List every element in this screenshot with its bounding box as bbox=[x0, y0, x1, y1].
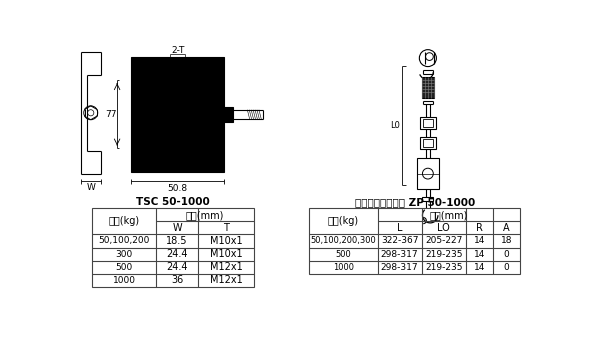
Text: 0: 0 bbox=[504, 263, 509, 272]
Text: M10x1: M10x1 bbox=[210, 236, 243, 246]
Text: 50,100,200,300: 50,100,200,300 bbox=[311, 236, 376, 246]
Text: 1000: 1000 bbox=[113, 276, 135, 285]
Text: 14: 14 bbox=[474, 263, 485, 272]
Text: A: A bbox=[503, 223, 510, 233]
Text: 36: 36 bbox=[171, 275, 183, 285]
Text: 尺寸(mm): 尺寸(mm) bbox=[430, 210, 468, 220]
Text: 容量(kg): 容量(kg) bbox=[108, 216, 140, 226]
Text: R: R bbox=[476, 223, 483, 233]
Bar bbox=[423, 119, 432, 127]
Text: 18.5: 18.5 bbox=[166, 236, 188, 246]
Text: W: W bbox=[87, 183, 96, 192]
Text: 14: 14 bbox=[474, 250, 485, 258]
Text: 1000: 1000 bbox=[333, 263, 354, 272]
Text: TSC 50-1000: TSC 50-1000 bbox=[137, 197, 210, 207]
Text: L0: L0 bbox=[390, 121, 400, 130]
Bar bbox=[417, 158, 439, 189]
Text: 24.4: 24.4 bbox=[166, 262, 188, 272]
Bar bbox=[420, 117, 436, 129]
Text: W: W bbox=[172, 223, 182, 233]
Text: 77: 77 bbox=[105, 110, 117, 119]
Text: 50,100,200: 50,100,200 bbox=[98, 236, 150, 246]
Text: 2-T: 2-T bbox=[171, 46, 184, 55]
Text: 0: 0 bbox=[504, 250, 509, 258]
Text: 500: 500 bbox=[335, 250, 352, 258]
Text: 24.4: 24.4 bbox=[166, 249, 188, 259]
Bar bbox=[309, 208, 520, 274]
Text: 50.8: 50.8 bbox=[167, 184, 188, 193]
Text: 14: 14 bbox=[474, 236, 485, 246]
Text: 18: 18 bbox=[501, 236, 512, 246]
Bar bbox=[420, 137, 436, 149]
Text: 298-317: 298-317 bbox=[381, 263, 418, 272]
Text: M12x1: M12x1 bbox=[210, 262, 243, 272]
Text: 322-367: 322-367 bbox=[381, 236, 418, 246]
Text: 219-235: 219-235 bbox=[425, 250, 462, 258]
Bar bbox=[423, 197, 433, 201]
Text: T: T bbox=[223, 223, 229, 233]
Text: M12x1: M12x1 bbox=[210, 275, 243, 285]
Bar bbox=[224, 107, 234, 122]
Bar bbox=[421, 77, 434, 98]
Text: M10x1: M10x1 bbox=[210, 249, 243, 259]
Text: 219-235: 219-235 bbox=[425, 263, 462, 272]
Text: LO: LO bbox=[438, 223, 450, 233]
Text: 298-317: 298-317 bbox=[381, 250, 418, 258]
Text: 300: 300 bbox=[116, 250, 132, 258]
Text: L: L bbox=[397, 223, 402, 233]
Text: 500: 500 bbox=[116, 263, 132, 272]
Text: 关节轴承式连接件 ZP 50-1000: 关节轴承式连接件 ZP 50-1000 bbox=[355, 197, 475, 207]
Bar bbox=[423, 139, 432, 147]
Text: 尺寸(mm): 尺寸(mm) bbox=[186, 210, 225, 220]
Bar bbox=[92, 208, 254, 287]
Text: 205-227: 205-227 bbox=[425, 236, 462, 246]
Bar bbox=[131, 57, 224, 172]
Text: 容量(kg): 容量(kg) bbox=[328, 216, 359, 226]
